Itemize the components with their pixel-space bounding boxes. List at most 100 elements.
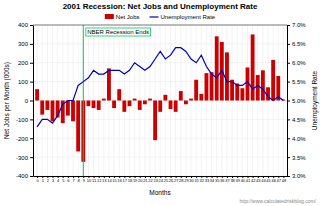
y-tick: -100 (16, 117, 33, 123)
y-grid-line (33, 62, 287, 63)
x-tick-label: 4 (57, 178, 60, 183)
y2-tick: 5.0% (287, 98, 306, 104)
y2-axis-title: Unemployment Rate (311, 70, 319, 130)
bar (71, 101, 75, 122)
y-tick-mark (30, 44, 33, 45)
bar (169, 101, 173, 109)
bar (92, 101, 96, 109)
y-tick-label: 400 (18, 22, 29, 28)
legend-label: Unemployment Rate (160, 14, 215, 20)
y-tick-label: 200 (18, 60, 29, 66)
y-tick: 100 (18, 79, 33, 85)
y2-tick: 4.5% (287, 117, 306, 123)
y-axis-title: Net Jobs per Month (000s) (3, 62, 11, 139)
y2-tick-label: 6.5% (292, 41, 306, 47)
bar (184, 101, 188, 105)
bar (158, 101, 162, 112)
x-tick: 5 (62, 176, 65, 183)
y2-tick-mark (287, 119, 290, 120)
bar (97, 101, 101, 110)
y-tick-mark (30, 157, 33, 158)
chart: 0123456789101112131415161718192021222324… (0, 0, 320, 206)
bar (102, 99, 106, 101)
bar (225, 52, 229, 100)
legend-label: Net Jobs (116, 14, 140, 20)
legend-item: Net Jobs (105, 14, 140, 20)
y-grid-line (33, 43, 287, 44)
y2-tick: 3.0% (287, 173, 306, 179)
bar (271, 60, 275, 101)
y2-tick-mark (287, 63, 290, 64)
chart-container: 0123456789101112131415161718192021222324… (0, 0, 320, 206)
bar (189, 99, 193, 101)
bar-series (35, 34, 285, 161)
x-tick-label: 1 (42, 178, 45, 183)
bar (153, 101, 157, 141)
y-grid-line (33, 138, 287, 139)
x-grid-line (83, 25, 84, 176)
bar (205, 73, 209, 100)
y2-tick-mark (287, 176, 290, 177)
y2-axis: 3.0%3.5%4.0%4.5%5.0%5.5%6.0%6.5%7.0% (287, 22, 306, 179)
annotation-line (83, 25, 84, 176)
y2-tick: 4.0% (287, 136, 306, 142)
bar (199, 94, 203, 101)
x-tick-label: 2 (47, 178, 50, 183)
x-tick: 8 (78, 176, 81, 183)
bar (45, 101, 49, 110)
y-axis-line (33, 26, 34, 177)
legend-swatch (105, 14, 114, 19)
y-tick-mark (30, 119, 33, 120)
bar (35, 89, 39, 100)
bar (163, 95, 167, 101)
x-tick-label: 5 (62, 178, 65, 183)
annotation-box (86, 28, 151, 36)
y-tick: 300 (18, 41, 33, 47)
y-tick-mark (30, 101, 33, 102)
bar (215, 36, 219, 100)
y2-tick-mark (287, 44, 290, 45)
x-tick-label: 6 (67, 178, 70, 183)
y-tick-label: -200 (16, 136, 29, 142)
bar (251, 34, 255, 100)
x-tick-label: 7 (72, 178, 75, 183)
y-tick-label: 100 (18, 79, 29, 85)
bar (240, 88, 244, 100)
bar (117, 89, 121, 100)
x-tick-label: 3 (52, 178, 55, 183)
x-tick-label: 9 (83, 178, 86, 183)
y-grid-line (33, 176, 287, 177)
y-tick-label: 300 (18, 41, 29, 47)
x-tick: 0 (36, 176, 39, 183)
y-tick-mark (30, 138, 33, 139)
y2-tick-mark (287, 138, 290, 139)
annotation: NBER Recession Ends (86, 28, 151, 36)
x-tick: 3 (52, 176, 55, 183)
bar (143, 101, 147, 105)
x-tick-label: 0 (36, 178, 39, 183)
y-tick: -200 (16, 136, 33, 142)
x-tick: 2 (47, 176, 50, 183)
y-tick: 0 (25, 98, 33, 104)
x-tick: 9 (83, 176, 86, 183)
y-tick: -300 (16, 155, 33, 161)
x-tick: 1 (42, 176, 45, 183)
x-tick: 48 (282, 176, 287, 183)
y2-tick: 6.5% (287, 41, 306, 47)
y-grid-line (33, 25, 287, 26)
legend: Net Jobs Unemployment Rate (105, 14, 216, 20)
title: 2001 Recession: Net Jobs and Unemploymen… (63, 2, 258, 11)
y-tick: 200 (18, 60, 33, 66)
plot-frame (33, 25, 287, 26)
y-tick: -400 (16, 173, 33, 179)
legend-item: Unemployment Rate (149, 14, 215, 20)
bar (261, 70, 265, 100)
plot-area (35, 25, 285, 176)
bar (66, 101, 70, 116)
x-tick: 4 (57, 176, 60, 183)
legend-swatch (149, 16, 158, 17)
y-axis: -400 -300 -200 -100 0 100 200 300 400 (16, 22, 34, 179)
y2-tick-label: 6.0% (292, 60, 306, 66)
y-tick: 400 (18, 22, 33, 28)
y2-tick-label: 7.0% (292, 22, 306, 28)
